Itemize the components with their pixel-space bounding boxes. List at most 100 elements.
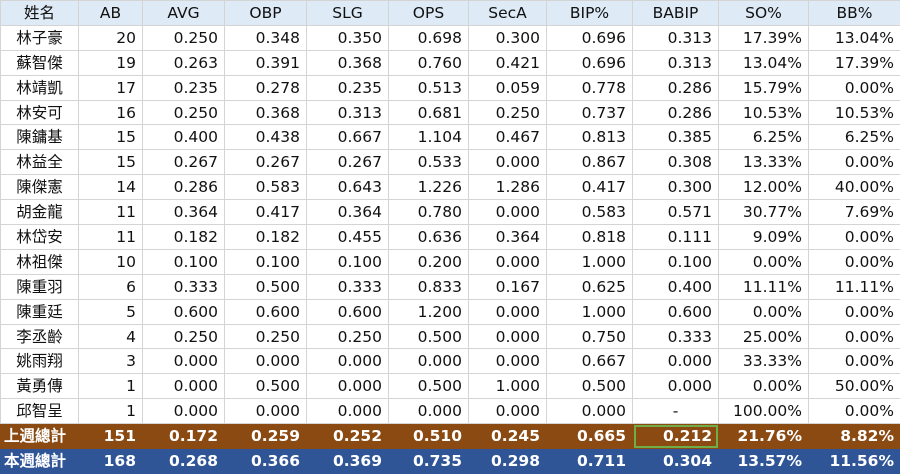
cell-seca: 0.000 xyxy=(469,249,547,274)
cell-slg: 0.667 xyxy=(307,125,389,150)
cell-bb-pct: 0.00% xyxy=(809,225,900,250)
cell-slg: 0.350 xyxy=(307,25,389,50)
cell-seca: 0.364 xyxy=(469,225,547,250)
cell-bip-pct: 0.696 xyxy=(547,25,633,50)
cell-ops: 0.533 xyxy=(389,150,469,175)
cell-bip-pct: 0.000 xyxy=(547,399,633,424)
cell-babip: 0.304 xyxy=(633,449,719,474)
cell-bb-pct: 13.04% xyxy=(809,25,900,50)
cell-at-bats: 1 xyxy=(79,399,143,424)
cell-avg: 0.250 xyxy=(143,25,225,50)
cell-bip-pct: 0.583 xyxy=(547,200,633,225)
cell-so-pct: 33.33% xyxy=(719,349,809,374)
cell-bb-pct: 0.00% xyxy=(809,299,900,324)
cell-bip-pct: 0.867 xyxy=(547,150,633,175)
cell-bip-pct: 0.750 xyxy=(547,324,633,349)
cell-obp: 0.267 xyxy=(225,150,307,175)
cell-seca: 0.000 xyxy=(469,150,547,175)
cell-obp: 0.583 xyxy=(225,175,307,200)
cell-so-pct: 17.39% xyxy=(719,25,809,50)
column-header-at-bats: AB xyxy=(79,1,143,26)
cell-ops: 0.760 xyxy=(389,50,469,75)
cell-so-pct: 10.53% xyxy=(719,100,809,125)
cell-bb-pct: 0.00% xyxy=(809,75,900,100)
cell-bb-pct: 0.00% xyxy=(809,324,900,349)
cell-ops: 0.681 xyxy=(389,100,469,125)
cell-babip: 0.111 xyxy=(633,225,719,250)
column-header-slg: SLG xyxy=(307,1,389,26)
cell-player-name: 陳重廷 xyxy=(1,299,79,324)
cell-at-bats: 19 xyxy=(79,50,143,75)
cell-obp: 0.278 xyxy=(225,75,307,100)
cell-bb-pct: 11.11% xyxy=(809,274,900,299)
cell-avg: 0.333 xyxy=(143,274,225,299)
cell-bb-pct: 10.53% xyxy=(809,100,900,125)
cell-babip: 0.571 xyxy=(633,200,719,225)
cell-seca: 0.000 xyxy=(469,349,547,374)
cell-at-bats: 5 xyxy=(79,299,143,324)
cell-player-name: 林安可 xyxy=(1,100,79,125)
cell-babip: 0.313 xyxy=(633,25,719,50)
cell-bip-pct: 1.000 xyxy=(547,249,633,274)
cell-ops: 0.735 xyxy=(389,449,469,474)
cell-babip: 0.600 xyxy=(633,299,719,324)
cell-avg: 0.250 xyxy=(143,100,225,125)
cell-obp: 0.000 xyxy=(225,399,307,424)
cell-bip-pct: 0.711 xyxy=(547,449,633,474)
cell-bb-pct: 40.00% xyxy=(809,175,900,200)
cell-babip: 0.286 xyxy=(633,100,719,125)
cell-bb-pct: 50.00% xyxy=(809,374,900,399)
cell-so-pct: 11.11% xyxy=(719,274,809,299)
column-header-babip: BABIP xyxy=(633,1,719,26)
cell-player-name: 林子豪 xyxy=(1,25,79,50)
cell-seca: 0.167 xyxy=(469,274,547,299)
cell-babip: 0.286 xyxy=(633,75,719,100)
cell-bb-pct: 7.69% xyxy=(809,200,900,225)
cell-bip-pct: 0.417 xyxy=(547,175,633,200)
cell-ops: 0.698 xyxy=(389,25,469,50)
cell-so-pct: 0.00% xyxy=(719,299,809,324)
cell-slg: 0.252 xyxy=(307,424,389,449)
cell-at-bats: 14 xyxy=(79,175,143,200)
cell-seca: 1.286 xyxy=(469,175,547,200)
cell-player-name: 姚雨翔 xyxy=(1,349,79,374)
cell-bip-pct: 0.625 xyxy=(547,274,633,299)
cell-at-bats: 1 xyxy=(79,374,143,399)
cell-bb-pct: 17.39% xyxy=(809,50,900,75)
cell-ops: 0.000 xyxy=(389,399,469,424)
cell-at-bats: 15 xyxy=(79,150,143,175)
cell-at-bats: 11 xyxy=(79,200,143,225)
cell-player-name: 上週總計 xyxy=(1,424,79,449)
cell-ops: 0.500 xyxy=(389,374,469,399)
cell-at-bats: 3 xyxy=(79,349,143,374)
cell-babip: 0.333 xyxy=(633,324,719,349)
cell-obp: 0.391 xyxy=(225,50,307,75)
cell-obp: 0.259 xyxy=(225,424,307,449)
cell-ops: 0.636 xyxy=(389,225,469,250)
cell-seca: 0.467 xyxy=(469,125,547,150)
cell-avg: 0.100 xyxy=(143,249,225,274)
cell-babip: 0.300 xyxy=(633,175,719,200)
cell-ops: 0.780 xyxy=(389,200,469,225)
cell-obp: 0.100 xyxy=(225,249,307,274)
cell-so-pct: 0.00% xyxy=(719,374,809,399)
cell-so-pct: 0.00% xyxy=(719,249,809,274)
cell-player-name: 本週總計 xyxy=(1,449,79,474)
cell-slg: 0.250 xyxy=(307,324,389,349)
cell-seca: 0.000 xyxy=(469,399,547,424)
cell-avg: 0.263 xyxy=(143,50,225,75)
cell-babip: 0.212 xyxy=(633,424,719,449)
cell-avg: 0.364 xyxy=(143,200,225,225)
cell-babip: 0.000 xyxy=(633,374,719,399)
